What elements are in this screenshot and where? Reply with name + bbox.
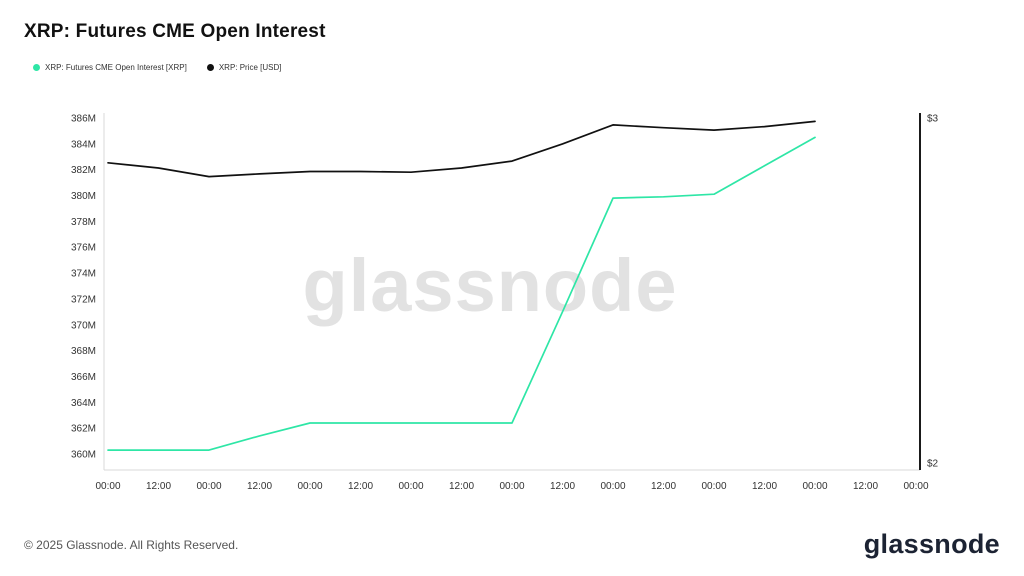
x-axis: 00:00 12:00 00:00 12:00 00:00 12:00 00:00 12:00… bbox=[95, 481, 928, 492]
svg-text:370M: 370M bbox=[71, 320, 96, 331]
svg-text:378M: 378M bbox=[71, 217, 96, 228]
legend-marker-price-icon bbox=[206, 64, 214, 71]
svg-text:360M: 360M bbox=[71, 450, 96, 461]
svg-text:12:00: 12:00 bbox=[853, 481, 878, 492]
axis-frame bbox=[103, 113, 921, 471]
svg-text:00:00: 00:00 bbox=[95, 481, 120, 492]
svg-text:366M: 366M bbox=[71, 372, 96, 383]
svg-text:368M: 368M bbox=[71, 346, 96, 357]
svg-text:00:00: 00:00 bbox=[398, 481, 423, 492]
svg-text:00:00: 00:00 bbox=[499, 481, 524, 492]
legend-label-open-interest: XRP: Futures CME Open Interest [XRP] bbox=[45, 63, 187, 72]
legend-label-price: XRP: Price [USD] bbox=[218, 63, 282, 72]
legend: XRP: Futures CME Open Interest [XRP] XRP… bbox=[33, 63, 282, 72]
svg-text:12:00: 12:00 bbox=[348, 481, 373, 492]
svg-text:374M: 374M bbox=[71, 269, 96, 280]
page-title: XRP: Futures CME Open Interest bbox=[24, 21, 326, 42]
y-axis-right: $3 $2 bbox=[927, 114, 939, 470]
svg-text:12:00: 12:00 bbox=[247, 481, 272, 492]
legend-item-price[interactable]: XRP: Price [USD] bbox=[206, 63, 282, 72]
svg-text:12:00: 12:00 bbox=[146, 481, 171, 492]
svg-text:00:00: 00:00 bbox=[297, 481, 322, 492]
svg-text:382M: 382M bbox=[71, 165, 96, 176]
svg-text:372M: 372M bbox=[71, 294, 96, 305]
svg-text:00:00: 00:00 bbox=[802, 481, 827, 492]
svg-text:00:00: 00:00 bbox=[196, 481, 221, 492]
svg-text:376M: 376M bbox=[71, 243, 96, 254]
svg-text:364M: 364M bbox=[71, 398, 96, 409]
svg-text:00:00: 00:00 bbox=[600, 481, 625, 492]
footer-copyright: © 2025 Glassnode. All Rights Reserved. bbox=[24, 538, 239, 552]
svg-text:362M: 362M bbox=[71, 424, 96, 435]
svg-text:$2: $2 bbox=[927, 459, 939, 470]
glassnode-logo: glassnode bbox=[863, 529, 1000, 559]
legend-marker-open-interest-icon bbox=[33, 64, 40, 71]
svg-text:12:00: 12:00 bbox=[449, 481, 474, 492]
svg-text:12:00: 12:00 bbox=[550, 481, 575, 492]
svg-text:$3: $3 bbox=[927, 114, 939, 125]
svg-text:12:00: 12:00 bbox=[752, 481, 777, 492]
open-interest-line bbox=[107, 136, 816, 451]
legend-item-open-interest[interactable]: XRP: Futures CME Open Interest [XRP] bbox=[33, 63, 187, 72]
svg-text:386M: 386M bbox=[71, 114, 96, 125]
svg-text:384M: 384M bbox=[71, 139, 96, 150]
price-line bbox=[107, 120, 816, 178]
svg-text:00:00: 00:00 bbox=[903, 481, 928, 492]
y-axis-left: 386M 384M 382M 380M 378M 376M 374M 372M 370M 368M… bbox=[71, 114, 96, 461]
svg-text:380M: 380M bbox=[71, 191, 96, 202]
svg-text:00:00: 00:00 bbox=[701, 481, 726, 492]
svg-text:12:00: 12:00 bbox=[651, 481, 676, 492]
